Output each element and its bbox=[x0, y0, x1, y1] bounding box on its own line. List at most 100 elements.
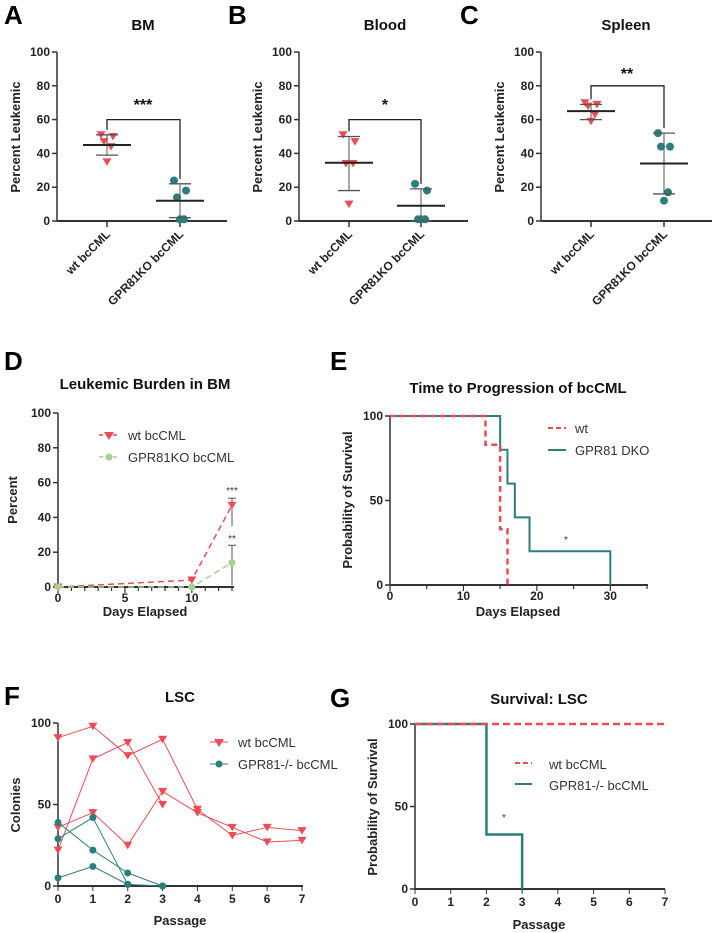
legend-label-wt: wt bbox=[574, 421, 588, 436]
x-tick-label: 7 bbox=[299, 892, 306, 906]
data-point bbox=[227, 501, 237, 510]
panel-label-d: D bbox=[4, 346, 23, 376]
y-tick-label: 100 bbox=[31, 716, 51, 730]
x-tick-label: 10 bbox=[457, 589, 471, 603]
ylabel-a: Percent Leukemic bbox=[8, 81, 23, 192]
y-tick-label: 40 bbox=[279, 146, 293, 160]
data-point bbox=[123, 739, 133, 747]
x-tick-label: wt bcCML bbox=[546, 227, 597, 278]
title-g: Survival: LSC bbox=[490, 691, 588, 708]
data-point bbox=[170, 176, 178, 185]
survival-curve bbox=[390, 414, 509, 585]
data-point bbox=[192, 809, 202, 817]
x-tick-label: 4 bbox=[194, 892, 201, 906]
legend-marker-circle bbox=[215, 760, 223, 768]
legend-g: wt bcCML GPR81-/- bcCML bbox=[515, 757, 649, 793]
data-point bbox=[102, 158, 112, 166]
y-tick-label: 20 bbox=[37, 180, 51, 194]
data-point bbox=[227, 823, 237, 832]
y-tick-label: 20 bbox=[279, 180, 293, 194]
xlabel-f: Passage bbox=[154, 913, 207, 928]
legend-label-ko: GPR81-/- bcCML bbox=[549, 778, 649, 793]
data-point bbox=[350, 138, 360, 146]
data-point bbox=[88, 755, 98, 763]
y-tick-label: 0 bbox=[376, 578, 383, 592]
data-point bbox=[89, 846, 97, 854]
series-line bbox=[57, 822, 163, 887]
x-tick-label: 3 bbox=[519, 895, 526, 909]
y-tick-label: 0 bbox=[527, 214, 534, 228]
title-b: Blood bbox=[364, 17, 407, 34]
x-tick-label: wt bcCML bbox=[304, 227, 355, 278]
data-point bbox=[53, 823, 63, 832]
ylabel-g: Probability of Survival bbox=[365, 738, 380, 875]
data-point bbox=[123, 841, 133, 850]
xlabel-g: Passage bbox=[513, 917, 566, 932]
y-tick-label: 100 bbox=[31, 406, 51, 420]
series-line bbox=[57, 725, 303, 837]
y-tick-label: 100 bbox=[514, 45, 534, 59]
x-tick-label: GPR81KO bcCML bbox=[346, 227, 427, 308]
y-tick-label: 100 bbox=[388, 717, 408, 731]
y-tick-label: 60 bbox=[37, 113, 51, 127]
significance-a: *** bbox=[134, 97, 153, 114]
legend-f: wt bcCML GPR81-/- bcCML bbox=[210, 735, 338, 772]
x-tick-label: 0 bbox=[387, 589, 394, 603]
x-tick-label: GPR81KO bcCML bbox=[589, 227, 670, 308]
data-point bbox=[188, 583, 196, 591]
data-point bbox=[158, 735, 168, 744]
data-point bbox=[89, 862, 97, 870]
x-tick-label: 6 bbox=[626, 895, 633, 909]
x-tick-label: 0 bbox=[55, 591, 62, 605]
x-tick-label: 5 bbox=[590, 895, 597, 909]
panel-label-e: E bbox=[330, 346, 347, 376]
ylabel-f: Colonies bbox=[8, 778, 23, 833]
data-point bbox=[666, 142, 674, 151]
x-tick-label: 5 bbox=[229, 892, 236, 906]
panel-label-b: B bbox=[228, 0, 247, 30]
legend-label-ko: GPR81-/- bcCML bbox=[238, 757, 338, 772]
legend-label-wt: wt bcCML bbox=[127, 428, 186, 443]
x-tick-label: 4 bbox=[555, 895, 562, 909]
data-point bbox=[297, 836, 307, 845]
data-point bbox=[159, 882, 167, 890]
significance-b: * bbox=[382, 97, 389, 114]
data-point bbox=[660, 196, 668, 205]
y-tick-label: 60 bbox=[521, 113, 535, 127]
data-point bbox=[54, 818, 62, 826]
x-tick-label: wt bcCML bbox=[62, 227, 113, 278]
data-point bbox=[53, 846, 63, 855]
y-tick-label: 40 bbox=[37, 146, 51, 160]
data-point bbox=[124, 880, 132, 888]
data-point bbox=[657, 142, 665, 151]
x-tick-label: 1 bbox=[90, 892, 97, 906]
data-point bbox=[411, 179, 419, 188]
y-tick-label: 80 bbox=[38, 441, 52, 455]
significance-bracket bbox=[348, 118, 422, 184]
y-tick-label: 20 bbox=[521, 180, 535, 194]
legend-d: wt bcCML GPR81KO bcCML bbox=[99, 428, 234, 465]
title-d: Leukemic Burden in BM bbox=[60, 376, 231, 393]
x-tick-label: 20 bbox=[530, 589, 544, 603]
annotation-g: * bbox=[502, 813, 506, 824]
y-tick-label: 40 bbox=[521, 146, 535, 160]
title-f: LSC bbox=[165, 689, 195, 706]
y-tick-label: 50 bbox=[370, 494, 384, 508]
x-tick-label: 3 bbox=[159, 892, 166, 906]
data-point bbox=[54, 583, 62, 591]
ylabel-b: Percent Leukemic bbox=[250, 81, 265, 192]
series-line bbox=[57, 741, 164, 851]
x-tick-label: 2 bbox=[483, 895, 490, 909]
y-tick-label: 0 bbox=[401, 882, 408, 896]
data-point bbox=[123, 752, 133, 760]
data-point bbox=[88, 809, 98, 817]
y-tick-label: 40 bbox=[38, 510, 52, 524]
data-point bbox=[88, 722, 98, 731]
xlabel-e: Days Elapsed bbox=[476, 604, 561, 619]
ylabel-c: Percent Leukemic bbox=[492, 81, 507, 192]
annotation-e: * bbox=[564, 535, 568, 546]
data-point bbox=[227, 831, 237, 840]
x-tick-label: 30 bbox=[604, 589, 618, 603]
panel-label-f: F bbox=[4, 681, 20, 711]
